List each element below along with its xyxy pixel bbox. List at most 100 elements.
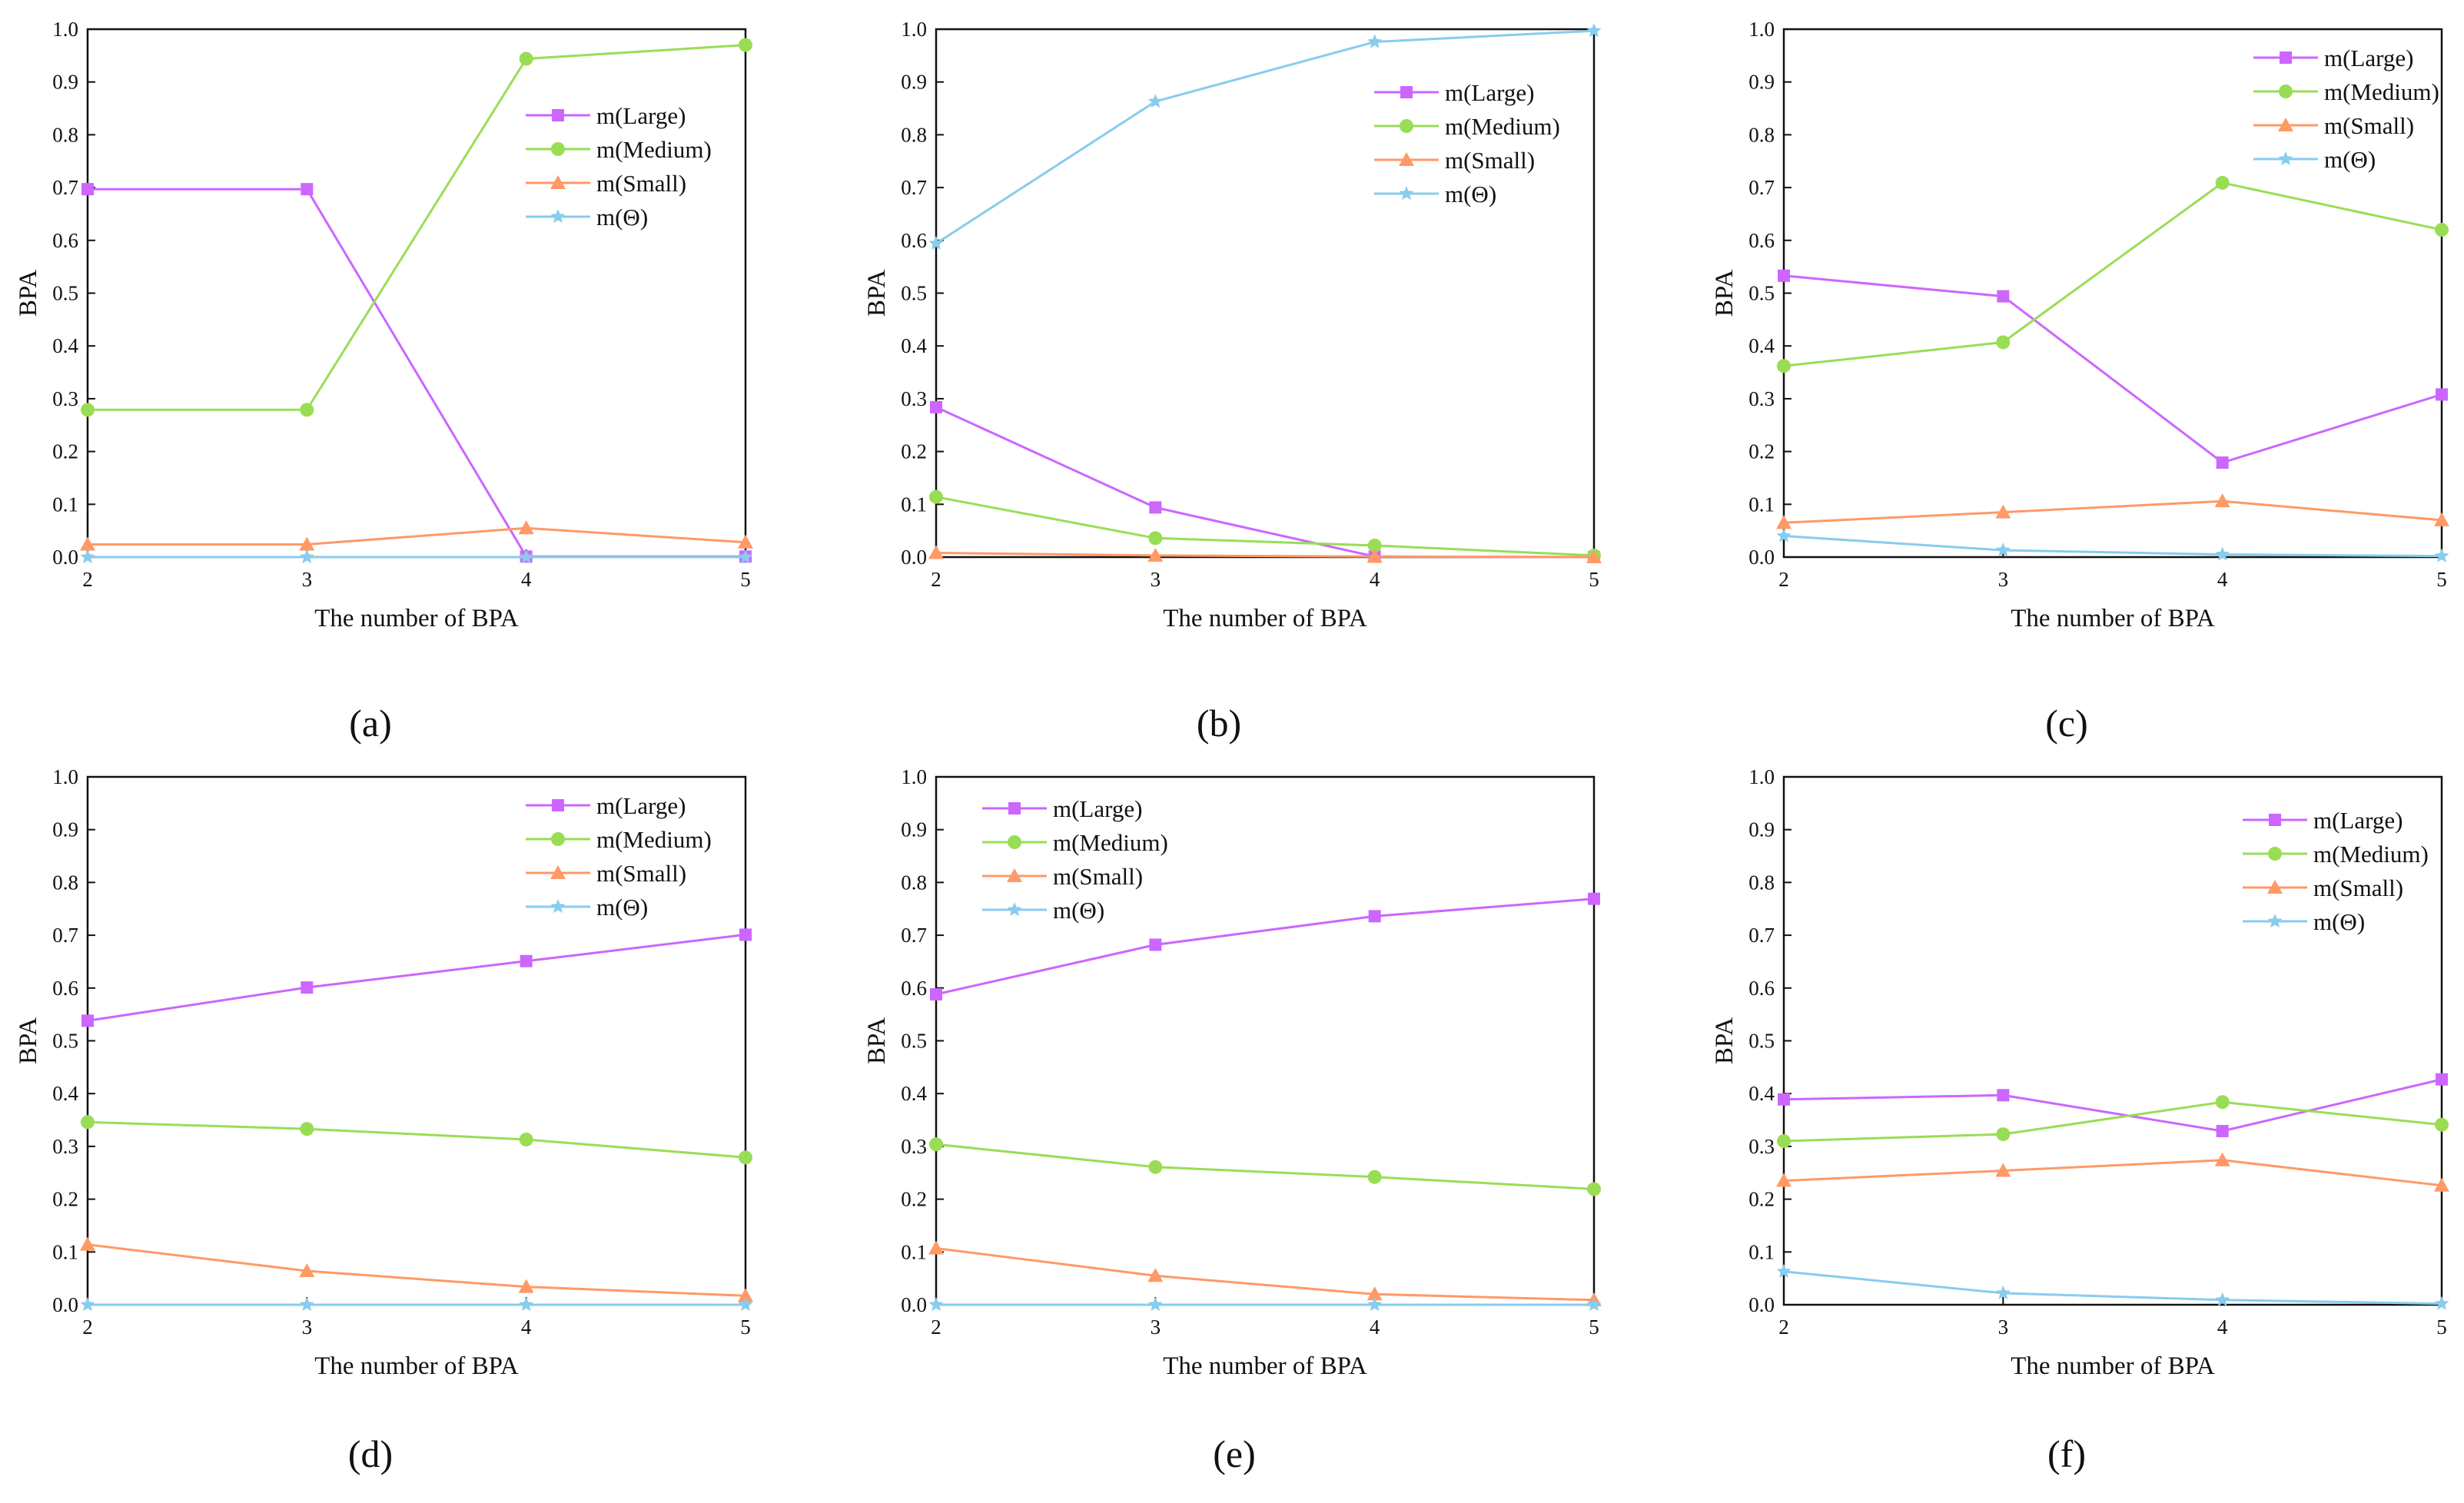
- circle-marker: [2435, 1117, 2449, 1132]
- star-marker: [299, 1297, 314, 1312]
- legend-label: m(Large): [2313, 807, 2403, 834]
- series-medium: [1777, 1095, 2449, 1149]
- y-tick-label: 0.6: [52, 229, 78, 252]
- triangle-marker: [1147, 1268, 1164, 1282]
- y-tick-label: 0.1: [52, 1240, 78, 1263]
- triangle-marker: [928, 545, 944, 559]
- star-marker: [299, 549, 314, 564]
- y-axis-label: BPA: [15, 270, 42, 317]
- panel-caption: (e): [1213, 1432, 1256, 1475]
- circle-marker: [551, 142, 565, 156]
- series-line: [935, 496, 1595, 557]
- y-tick-label: 1.0: [52, 18, 78, 41]
- star-marker: [2215, 1292, 2230, 1306]
- star-marker: [1147, 94, 1163, 108]
- y-tick-label: 0.0: [52, 1293, 78, 1316]
- star-marker: [1007, 902, 1022, 917]
- circle-marker: [2435, 223, 2449, 237]
- series-line: [87, 1243, 746, 1297]
- legend-label: m(Small): [596, 170, 686, 197]
- y-tick-label: 0.4: [901, 334, 927, 357]
- triangle-marker: [2214, 1152, 2230, 1166]
- triangle-marker: [1995, 504, 2011, 519]
- legend-item: m(Medium): [1374, 113, 1560, 140]
- triangle-marker: [1147, 547, 1164, 562]
- star-marker: [519, 1297, 534, 1312]
- y-tick-label: 0.5: [52, 1030, 78, 1053]
- y-tick-label: 0.7: [1748, 176, 1775, 199]
- y-tick-label: 0.8: [1748, 871, 1775, 894]
- legend-label: m(Small): [2313, 874, 2403, 901]
- y-axis-label: BPA: [863, 270, 891, 317]
- star-marker: [2215, 546, 2230, 561]
- star-marker: [80, 1297, 95, 1312]
- series-small: [80, 1236, 753, 1302]
- circle-marker: [519, 51, 533, 66]
- star-marker: [928, 235, 944, 250]
- legend-item: m(Θ): [2243, 908, 2365, 935]
- panel-caption: (b): [1197, 702, 1241, 745]
- series-line: [935, 1143, 1595, 1190]
- series-line: [935, 552, 1595, 559]
- series-line: [1783, 535, 2442, 558]
- y-tick-label: 0.1: [52, 493, 78, 516]
- series-line: [87, 933, 746, 1022]
- legend-label: m(Small): [2324, 112, 2414, 139]
- legend-item: m(Large): [526, 102, 686, 129]
- legend-item: m(Medium): [2243, 841, 2429, 868]
- series-large: [930, 400, 1600, 563]
- square-marker: [2216, 456, 2229, 469]
- circle-marker: [1777, 359, 1791, 373]
- legend-label: m(Θ): [1445, 181, 1496, 207]
- y-tick-label: 0.6: [1748, 229, 1775, 252]
- y-axis-label: BPA: [15, 1017, 42, 1064]
- y-tick-label: 0.7: [1748, 924, 1775, 947]
- circle-marker: [300, 1122, 314, 1136]
- x-tick-label: 3: [302, 1316, 313, 1339]
- series-medium: [1777, 175, 2449, 373]
- y-tick-label: 0.3: [52, 387, 78, 410]
- y-tick-label: 0.3: [901, 1135, 927, 1158]
- triangle-marker: [80, 536, 95, 551]
- legend-item: m(Small): [526, 860, 686, 887]
- legend-item: m(Θ): [1374, 181, 1496, 207]
- y-axis-label: BPA: [863, 1017, 891, 1064]
- legend-item: m(Medium): [982, 829, 1168, 856]
- triangle-marker: [299, 1263, 315, 1278]
- x-tick-label: 4: [521, 1316, 532, 1339]
- legend-item: m(Medium): [526, 136, 712, 163]
- circle-marker: [1777, 1134, 1791, 1149]
- circle-marker: [1008, 835, 1021, 849]
- y-tick-label: 0.0: [901, 1293, 927, 1316]
- y-tick-label: 0.9: [1748, 71, 1775, 94]
- y-tick-label: 1.0: [901, 765, 927, 788]
- legend-item: m(Small): [526, 170, 686, 197]
- y-tick-label: 0.2: [52, 1188, 78, 1211]
- x-tick-label: 5: [740, 1316, 751, 1339]
- circle-marker: [1587, 1182, 1601, 1196]
- star-marker: [80, 549, 95, 564]
- legend: m(Large) m(Medium) m(Small) m(Θ): [1374, 79, 1560, 207]
- square-marker: [301, 981, 314, 994]
- y-tick-label: 0.2: [1748, 1188, 1775, 1211]
- circle-marker: [2268, 847, 2282, 861]
- y-tick-label: 0.8: [52, 871, 78, 894]
- series-medium: [929, 489, 1601, 562]
- y-tick-label: 0.4: [1748, 1082, 1775, 1105]
- square-marker: [1997, 290, 2010, 303]
- legend-label: m(Θ): [596, 894, 648, 921]
- y-tick-label: 0.2: [901, 440, 927, 463]
- legend-item: m(Small): [1374, 147, 1535, 174]
- legend-label: m(Θ): [2324, 146, 2376, 173]
- series-line: [88, 44, 746, 411]
- y-tick-label: 0.2: [1748, 440, 1775, 463]
- y-tick-label: 0.7: [901, 924, 927, 947]
- series-theta: [1776, 528, 2449, 562]
- triangle-marker: [2434, 1177, 2449, 1192]
- y-tick-label: 0.7: [52, 924, 78, 947]
- star-marker: [1776, 1263, 1792, 1278]
- square-marker: [1149, 938, 1162, 951]
- x-tick-label: 3: [302, 568, 313, 591]
- square-marker: [2280, 51, 2292, 64]
- square-marker: [2269, 814, 2281, 826]
